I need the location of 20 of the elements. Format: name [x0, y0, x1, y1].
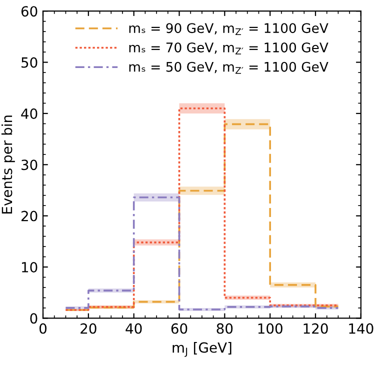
- x-tick-label: 40: [126, 323, 142, 334]
- y-tick-label: 20: [21, 210, 38, 222]
- x-axis-title: m$_{J}$ [GeV]: [172, 342, 232, 357]
- y-tick-label: 10: [22, 262, 38, 272]
- y-tick-label: 60: [21, 6, 38, 17]
- y-axis-title: Events per bin: [1, 116, 15, 214]
- y-tick-label: 50: [22, 57, 38, 68]
- x-tick-label: 140: [349, 323, 374, 334]
- x-tick-label: 80: [216, 323, 233, 334]
- x-tick-label: 120: [304, 323, 328, 334]
- legend-label: mₛ = 90 GeV, m$_{Z′}$ = 1100 GeV: [129, 23, 328, 36]
- x-tick-label: 20: [80, 323, 96, 334]
- y-tick-label: 30: [22, 160, 38, 170]
- x-tick-label: 60: [171, 323, 188, 334]
- legend-label: mₛ = 50 GeV, m$_{Z′}$ = 1100 GeV: [129, 62, 328, 74]
- y-tick-label: 0: [30, 313, 38, 324]
- x-tick-label: 100: [258, 323, 282, 334]
- y-tick-label: 40: [21, 108, 38, 119]
- x-tick-label: 0: [40, 323, 47, 334]
- legend-label: mₛ = 70 GeV, m$_{Z′}$ = 1100 GeV: [129, 42, 328, 54]
